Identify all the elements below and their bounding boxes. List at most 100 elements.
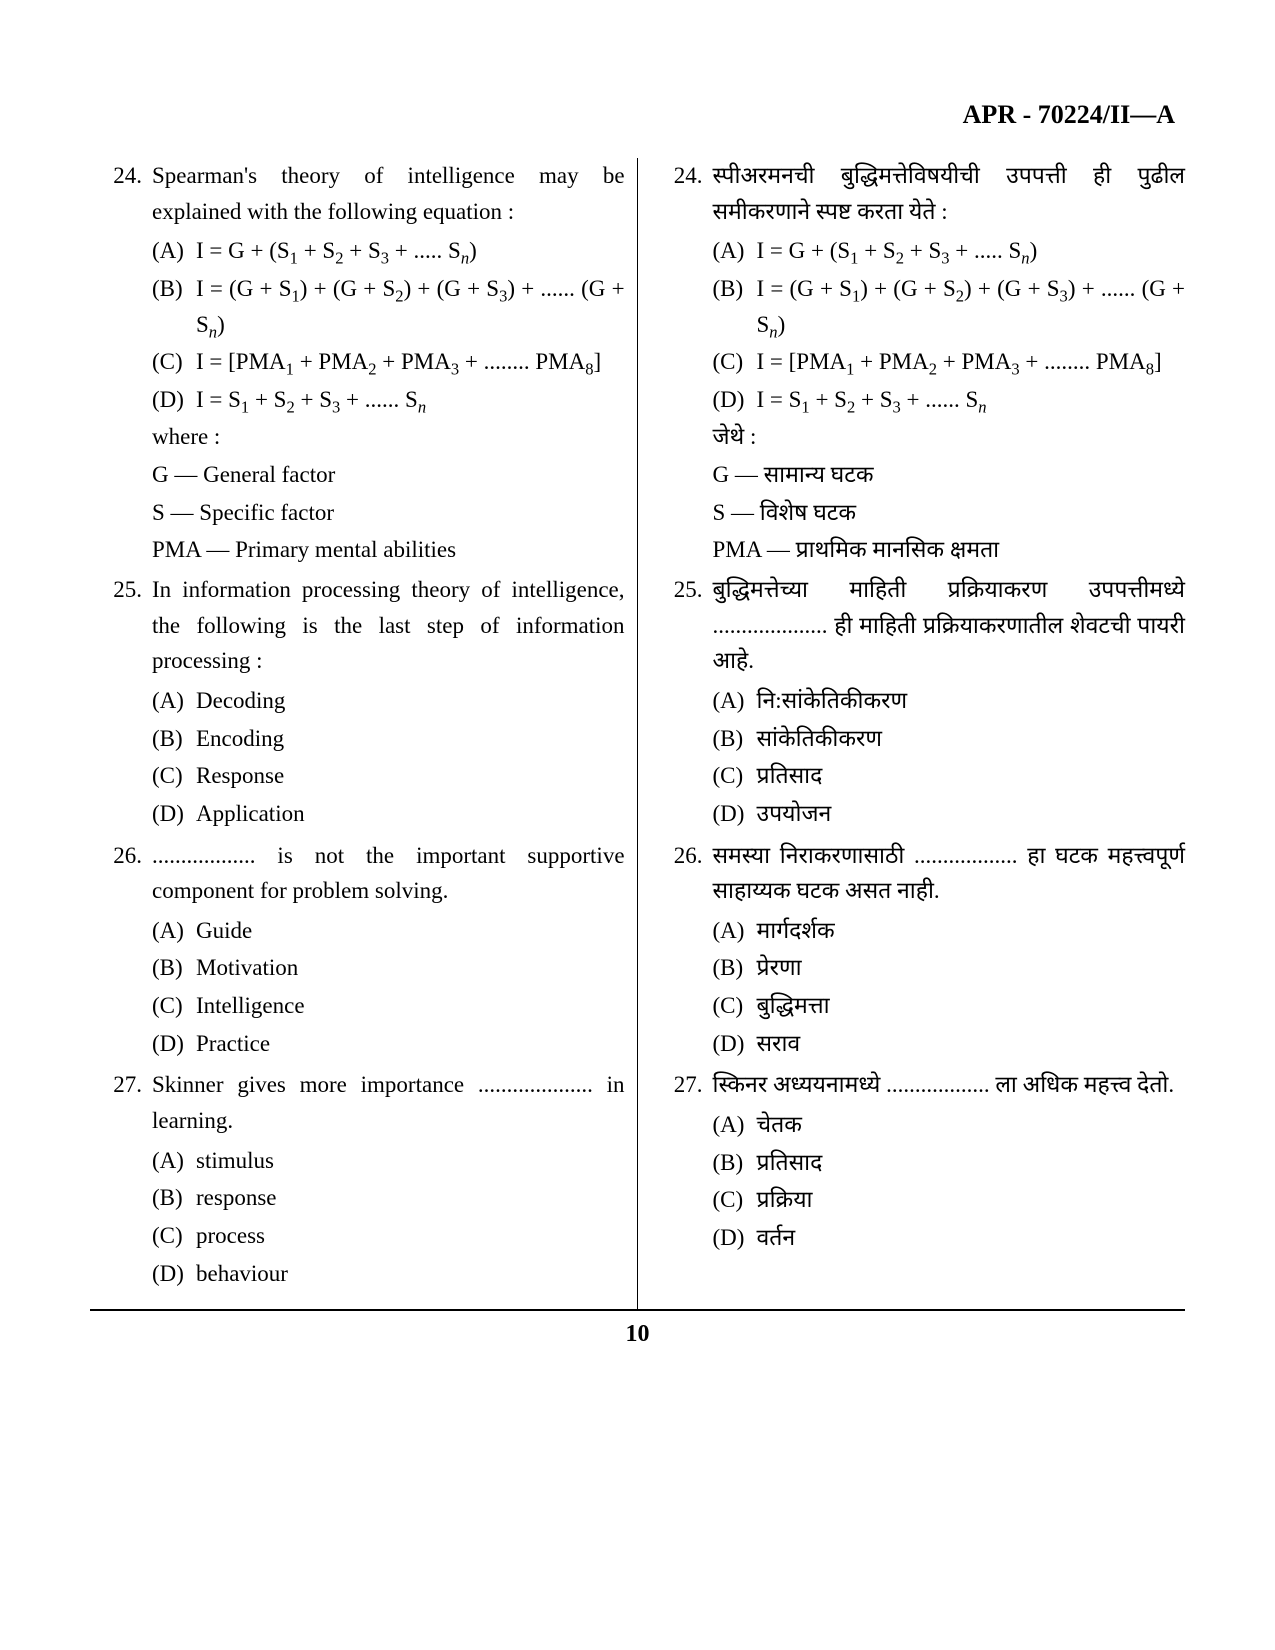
option: (B)सांकेतिकीकरण	[712, 721, 1185, 757]
option-label: (B)	[712, 721, 756, 757]
option-label: (C)	[152, 988, 196, 1024]
option-text: उपयोजन	[756, 796, 1185, 832]
question-text: बुद्धिमत्तेच्या माहिती प्रक्रियाकरण उपपत…	[712, 572, 1185, 679]
question-body: स्पीअरमनची बुद्धिमत्तेविषयीची उपपत्ती ही…	[712, 158, 1185, 568]
option-label: (B)	[712, 950, 756, 986]
option-text: बुद्धिमत्ता	[756, 988, 1185, 1024]
option-text: response	[196, 1180, 625, 1216]
option-label: (C)	[152, 758, 196, 794]
question-text: स्किनर अध्ययनामध्ये .................. ल…	[712, 1067, 1185, 1103]
page-number: 10	[90, 1321, 1185, 1348]
option: (D)Application	[152, 796, 625, 832]
question-body: In information processing theory of inte…	[152, 572, 625, 833]
option-label: (A)	[152, 233, 196, 269]
right-column: 24.स्पीअरमनची बुद्धिमत्तेविषयीची उपपत्ती…	[650, 158, 1185, 1309]
option-label: (C)	[152, 344, 196, 380]
question: 26.समस्या निराकरणासाठी .................…	[650, 838, 1185, 1064]
option-label: (C)	[712, 988, 756, 1024]
legend-line: S — विशेष घटक	[712, 495, 1185, 531]
option-text: stimulus	[196, 1143, 625, 1179]
option-label: (A)	[712, 233, 756, 269]
question-number: 24.	[90, 158, 152, 568]
option-text: Decoding	[196, 683, 625, 719]
option: (D)I = S1 + S2 + S3 + ...... Sn	[712, 382, 1185, 418]
question-number: 25.	[90, 572, 152, 833]
option-text: behaviour	[196, 1256, 625, 1292]
option-text: सांकेतिकीकरण	[756, 721, 1185, 757]
options: (A)मार्गदर्शक(B)प्रेरणा(C)बुद्धिमत्ता(D)…	[712, 913, 1185, 1062]
option: (D)behaviour	[152, 1256, 625, 1292]
option-text: प्रतिसाद	[756, 1145, 1185, 1181]
option: (D)वर्तन	[712, 1220, 1185, 1256]
option-text: मार्गदर्शक	[756, 913, 1185, 949]
question-text: .................. is not the important …	[152, 838, 625, 909]
option-label: (D)	[152, 1026, 196, 1062]
legend-line: S — Specific factor	[152, 495, 625, 531]
option-label: (A)	[152, 1143, 196, 1179]
option-label: (D)	[152, 796, 196, 832]
option-label: (D)	[152, 1256, 196, 1292]
option: (D)Practice	[152, 1026, 625, 1062]
option-text: वर्तन	[756, 1220, 1185, 1256]
question: 25.In information processing theory of i…	[90, 572, 625, 833]
option-label: (D)	[712, 796, 756, 832]
option: (C)I = [PMA1 + PMA2 + PMA3 + ........ PM…	[152, 344, 625, 380]
question-number: 26.	[90, 838, 152, 1064]
question-text: In information processing theory of inte…	[152, 572, 625, 679]
option: (D)सराव	[712, 1026, 1185, 1062]
option: (B)प्रतिसाद	[712, 1145, 1185, 1181]
option-label: (B)	[152, 271, 196, 342]
option-text: I = G + (S1 + S2 + S3 + ..... Sn)	[756, 233, 1185, 269]
options: (A)I = G + (S1 + S2 + S3 + ..... Sn)(B)I…	[712, 233, 1185, 417]
options: (A)stimulus(B)response(C)process(D)behav…	[152, 1143, 625, 1292]
question-text: समस्या निराकरणासाठी .................. ह…	[712, 838, 1185, 909]
option-text: Practice	[196, 1026, 625, 1062]
option-text: process	[196, 1218, 625, 1254]
option-label: (B)	[152, 721, 196, 757]
option-text: प्रतिसाद	[756, 758, 1185, 794]
question-number: 26.	[650, 838, 712, 1064]
option: (B)प्रेरणा	[712, 950, 1185, 986]
option-label: (D)	[712, 1220, 756, 1256]
option: (C)process	[152, 1218, 625, 1254]
option: (A)चेतक	[712, 1107, 1185, 1143]
option: (A)I = G + (S1 + S2 + S3 + ..... Sn)	[712, 233, 1185, 269]
options: (A)चेतक(B)प्रतिसाद(C)प्रक्रिया(D)वर्तन	[712, 1107, 1185, 1256]
option-text: I = S1 + S2 + S3 + ...... Sn	[756, 382, 1185, 418]
option-text: Motivation	[196, 950, 625, 986]
option-label: (B)	[712, 1145, 756, 1181]
option-label: (D)	[712, 1026, 756, 1062]
options: (A)I = G + (S1 + S2 + S3 + ..... Sn)(B)I…	[152, 233, 625, 417]
question-text: Spearman's theory of intelligence may be…	[152, 158, 625, 229]
question-number: 24.	[650, 158, 712, 568]
option: (C)Intelligence	[152, 988, 625, 1024]
option-text: Encoding	[196, 721, 625, 757]
question-body: .................. is not the important …	[152, 838, 625, 1064]
legend-line: PMA — Primary mental abilities	[152, 532, 625, 568]
option: (D)I = S1 + S2 + S3 + ...... Sn	[152, 382, 625, 418]
option-text: I = S1 + S2 + S3 + ...... Sn	[196, 382, 625, 418]
option-label: (A)	[152, 913, 196, 949]
option: (A)Decoding	[152, 683, 625, 719]
question: 25.बुद्धिमत्तेच्या माहिती प्रक्रियाकरण उ…	[650, 572, 1185, 833]
legend-line: G — General factor	[152, 457, 625, 493]
option: (B)Motivation	[152, 950, 625, 986]
legend-line: G — सामान्य घटक	[712, 457, 1185, 493]
option: (A)stimulus	[152, 1143, 625, 1179]
left-column: 24.Spearman's theory of intelligence may…	[90, 158, 625, 1309]
question: 27.स्किनर अध्ययनामध्ये .................…	[650, 1067, 1185, 1257]
content-columns: 24.Spearman's theory of intelligence may…	[90, 158, 1185, 1311]
option: (B)Encoding	[152, 721, 625, 757]
option: (C)प्रक्रिया	[712, 1182, 1185, 1218]
option-text: Application	[196, 796, 625, 832]
option-text: Guide	[196, 913, 625, 949]
where-line: where :	[152, 419, 625, 455]
option-text: प्रक्रिया	[756, 1182, 1185, 1218]
question-body: Spearman's theory of intelligence may be…	[152, 158, 625, 568]
option: (B)response	[152, 1180, 625, 1216]
question-number: 27.	[90, 1067, 152, 1293]
option: (B)I = (G + S1) + (G + S2) + (G + S3) + …	[712, 271, 1185, 342]
option-label: (B)	[712, 271, 756, 342]
question-body: Skinner gives more importance ..........…	[152, 1067, 625, 1293]
option-label: (B)	[152, 950, 196, 986]
